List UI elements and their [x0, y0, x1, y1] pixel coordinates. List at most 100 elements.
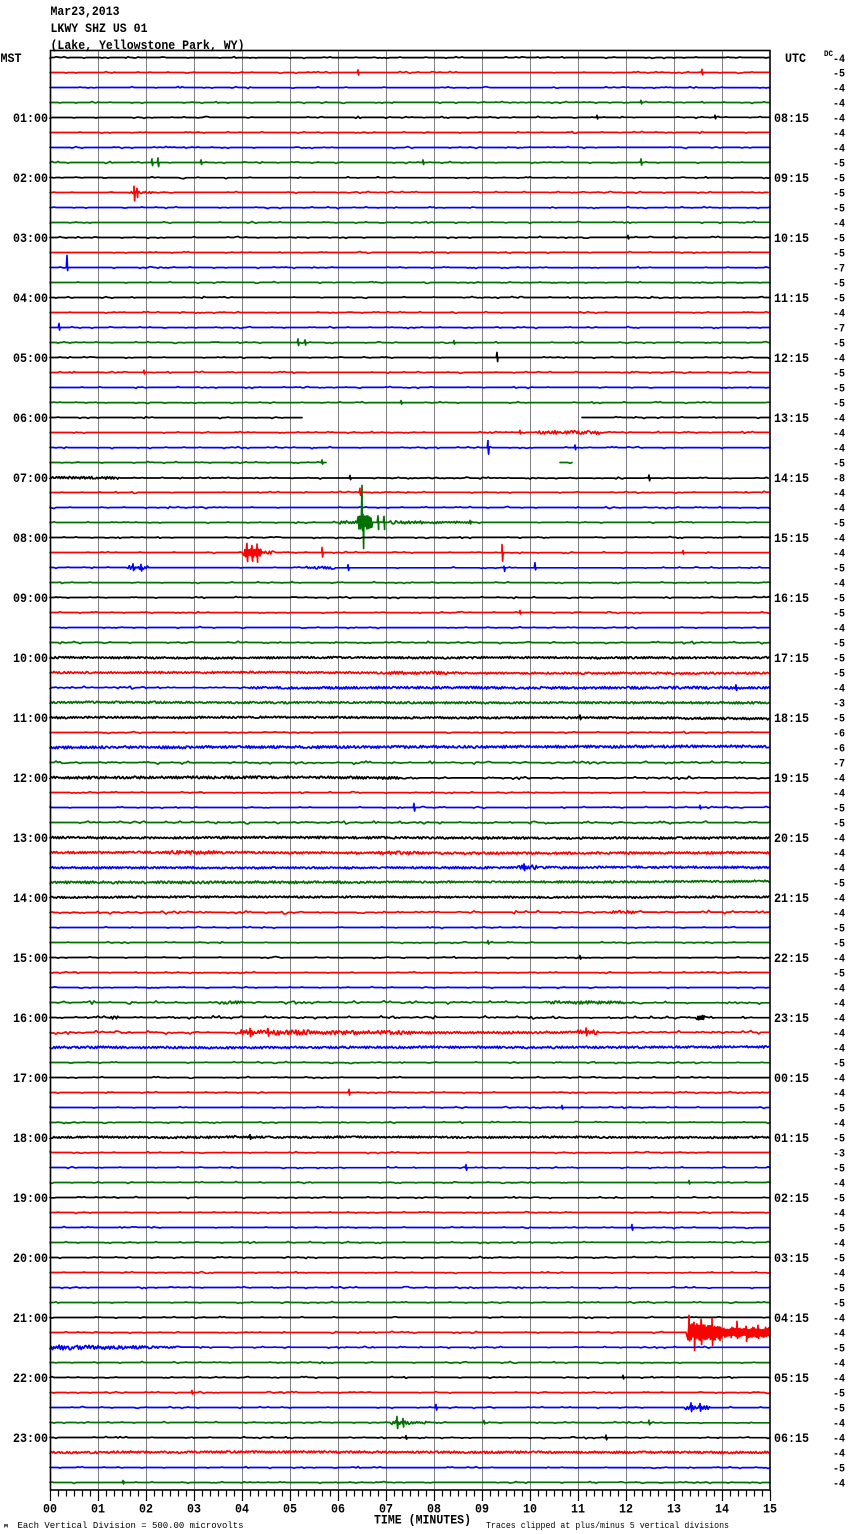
svg-text:TIME (MINUTES): TIME (MINUTES): [374, 1513, 471, 1528]
svg-text:02:15: 02:15: [774, 1191, 809, 1206]
svg-text:08:15: 08:15: [774, 111, 809, 126]
svg-text:-4: -4: [833, 579, 845, 591]
svg-text:DC: DC: [824, 49, 833, 59]
svg-text:05: 05: [283, 1502, 297, 1517]
svg-text:19:00: 19:00: [13, 1191, 48, 1206]
svg-text:20:00: 20:00: [13, 1251, 48, 1266]
svg-text:15: 15: [763, 1502, 777, 1517]
svg-text:-5: -5: [833, 69, 845, 81]
svg-text:09:00: 09:00: [13, 591, 48, 606]
svg-text:06:15: 06:15: [774, 1431, 809, 1446]
svg-text:-5: -5: [833, 339, 845, 351]
svg-text:-4: -4: [833, 489, 845, 501]
svg-text:10: 10: [523, 1502, 537, 1517]
svg-text:-5: -5: [833, 819, 845, 831]
svg-text:-5: -5: [833, 399, 845, 411]
svg-text:-5: -5: [833, 519, 845, 531]
svg-text:-4: -4: [833, 129, 845, 141]
svg-text:-4: -4: [833, 1269, 845, 1281]
svg-text:21:00: 21:00: [13, 1311, 48, 1326]
svg-text:M: M: [4, 1523, 9, 1530]
svg-text:-4: -4: [833, 684, 845, 696]
svg-text:-5: -5: [833, 189, 845, 201]
svg-text:-6: -6: [833, 744, 845, 756]
svg-text:-6: -6: [833, 729, 845, 741]
svg-text:-5: -5: [833, 714, 845, 726]
svg-text:-5: -5: [833, 939, 845, 951]
svg-text:-4: -4: [833, 504, 845, 516]
svg-text:21:15: 21:15: [774, 891, 809, 906]
svg-text:19:15: 19:15: [774, 771, 809, 786]
svg-text:-5: -5: [833, 669, 845, 681]
svg-text:-4: -4: [833, 624, 845, 636]
svg-text:-4: -4: [833, 1044, 845, 1056]
svg-text:-4: -4: [833, 99, 845, 111]
svg-text:20:15: 20:15: [774, 831, 809, 846]
svg-text:-4: -4: [833, 1419, 845, 1431]
svg-text:07: 07: [379, 1502, 393, 1517]
svg-text:03: 03: [187, 1502, 201, 1517]
svg-text:15:00: 15:00: [13, 951, 48, 966]
svg-text:-5: -5: [833, 639, 845, 651]
svg-text:-4: -4: [833, 54, 845, 66]
svg-text:16:00: 16:00: [13, 1011, 48, 1026]
svg-text:UTC: UTC: [785, 51, 806, 66]
svg-text:13: 13: [667, 1502, 681, 1517]
svg-text:-5: -5: [833, 969, 845, 981]
svg-text:-4: -4: [833, 1314, 845, 1326]
svg-text:12: 12: [619, 1502, 633, 1517]
svg-text:-4: -4: [833, 909, 845, 921]
svg-text:-5: -5: [833, 654, 845, 666]
svg-text:14:15: 14:15: [774, 471, 809, 486]
svg-text:-8: -8: [833, 474, 845, 486]
svg-text:-5: -5: [833, 1284, 845, 1296]
svg-text:-4: -4: [833, 1179, 845, 1191]
svg-text:-4: -4: [833, 1239, 845, 1251]
svg-text:-5: -5: [833, 249, 845, 261]
svg-text:-4: -4: [833, 1434, 845, 1446]
svg-text:-5: -5: [833, 1344, 845, 1356]
svg-text:-4: -4: [833, 894, 845, 906]
svg-text:-4: -4: [833, 84, 845, 96]
svg-text:06: 06: [331, 1502, 345, 1517]
svg-text:-5: -5: [833, 1164, 845, 1176]
svg-text:Mar23,2013: Mar23,2013: [51, 4, 120, 19]
svg-text:-4: -4: [833, 1359, 845, 1371]
svg-text:17:00: 17:00: [13, 1071, 48, 1086]
svg-text:-4: -4: [833, 984, 845, 996]
svg-text:10:15: 10:15: [774, 231, 809, 246]
svg-text:18:15: 18:15: [774, 711, 809, 726]
svg-text:-4: -4: [833, 1329, 845, 1341]
svg-text:08: 08: [427, 1502, 441, 1517]
svg-text:-4: -4: [833, 789, 845, 801]
svg-text:-4: -4: [833, 1209, 845, 1221]
svg-text:-5: -5: [833, 1254, 845, 1266]
svg-text:-5: -5: [833, 1104, 845, 1116]
svg-text:04:15: 04:15: [774, 1311, 809, 1326]
svg-text:-4: -4: [833, 549, 845, 561]
svg-text:-4: -4: [833, 1479, 845, 1491]
svg-text:-5: -5: [833, 1389, 845, 1401]
svg-text:(Lake, Yellowstone Park, WY): (Lake, Yellowstone Park, WY): [51, 38, 245, 53]
svg-text:-5: -5: [833, 384, 845, 396]
svg-text:-7: -7: [833, 759, 845, 771]
svg-text:13:00: 13:00: [13, 831, 48, 846]
svg-text:Each Vertical Division = 500.: Each Vertical Division = 500.00 microvol…: [18, 1520, 244, 1531]
svg-text:23:00: 23:00: [13, 1431, 48, 1446]
svg-text:-5: -5: [833, 879, 845, 891]
svg-text:08:00: 08:00: [13, 531, 48, 546]
svg-text:-4: -4: [833, 834, 845, 846]
svg-text:-5: -5: [833, 1224, 845, 1236]
svg-text:10:00: 10:00: [13, 651, 48, 666]
svg-text:-4: -4: [833, 309, 845, 321]
svg-text:17:15: 17:15: [774, 651, 809, 666]
svg-text:-5: -5: [833, 609, 845, 621]
svg-text:23:15: 23:15: [774, 1011, 809, 1026]
svg-text:-4: -4: [833, 849, 845, 861]
svg-text:18:00: 18:00: [13, 1131, 48, 1146]
svg-text:-4: -4: [833, 1074, 845, 1086]
svg-text:12:00: 12:00: [13, 771, 48, 786]
svg-text:-4: -4: [833, 864, 845, 876]
svg-text:14:00: 14:00: [13, 891, 48, 906]
svg-text:00: 00: [43, 1502, 57, 1517]
